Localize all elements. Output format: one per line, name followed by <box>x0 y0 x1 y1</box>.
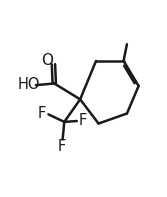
Text: O: O <box>41 53 53 68</box>
Text: F: F <box>79 113 87 128</box>
Text: HO: HO <box>18 77 40 92</box>
Text: F: F <box>38 106 46 121</box>
Text: F: F <box>58 139 66 154</box>
